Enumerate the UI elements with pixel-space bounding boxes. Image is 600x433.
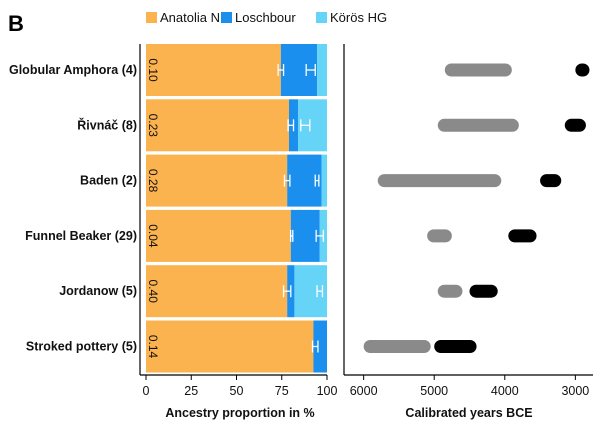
date-range-bar [434,340,477,353]
bar-segment [321,154,327,207]
bar-segment [146,154,288,207]
p-value-label: 0.10 [146,58,160,82]
ancestry-stacked-bar-chart: 0.10 0.23 0.28 0.04 0.40 0.14 0 25 50 75 100 [139,44,338,398]
date-range-chart: 6000 5000 4000 3000 [343,44,593,398]
date-range-bar [564,118,586,132]
legend-label: Anatolia N [160,10,220,25]
date-range-bar [377,174,502,188]
left-x-tick-label: 75 [275,384,289,398]
p-value-label: 0.40 [146,280,160,304]
bar-segment [317,44,327,96]
panel-label: B [8,11,24,36]
date-range-bar [469,284,498,298]
left-x-tick-label: 100 [317,384,338,398]
legend-swatch [316,12,327,23]
date-range-bar [427,229,452,243]
right-x-tick-label: 4000 [491,384,519,398]
row-label: Baden (2) [80,174,137,188]
date-range-bar [437,118,519,132]
right-x-tick-label: 5000 [420,384,448,398]
right-x-axis-title: Calibrated years BCE [405,406,532,420]
row-label: Funnel Beaker (29) [25,229,137,243]
bar-segment [146,99,289,152]
legend: Anatolia N Loschbour Körös HG [146,10,387,25]
row-label: Globular Amphora (4) [9,63,137,77]
bar-segment [290,209,320,262]
date-range-bar [437,284,463,298]
p-value-label: 0.14 [146,335,160,359]
date-range-bar [363,340,431,353]
date-range-bar [508,229,537,243]
legend-label: Körös HG [330,10,387,25]
legend-label: Loschbour [235,10,296,25]
date-range-bar [575,63,590,77]
bar-segment [313,320,327,373]
left-x-tick-label: 0 [143,384,150,398]
p-value-label: 0.28 [146,169,160,193]
bar-segment [146,44,281,96]
legend-swatch [146,12,157,23]
row-label: Stroked pottery (5) [26,340,137,354]
row-label: Řivnáč (8) [77,117,137,132]
bar-segment [146,209,291,262]
date-range-bar [444,63,512,77]
right-x-tick-label: 6000 [350,384,378,398]
legend-swatch [221,12,232,23]
p-value-label: 0.23 [146,114,160,138]
left-x-tick-label: 25 [184,384,198,398]
p-value-label: 0.04 [146,224,160,248]
row-label: Jordanow (5) [59,284,137,298]
row-labels: Globular Amphora (4) Řivnáč (8) Baden (2) F… [9,63,137,354]
date-range-bar [540,174,562,188]
bar-segment [146,265,288,318]
right-x-tick-label: 3000 [561,384,589,398]
bar-segment [146,320,314,373]
left-x-axis-title: Ancestry proportion in % [165,406,314,420]
left-x-tick-label: 50 [230,384,244,398]
